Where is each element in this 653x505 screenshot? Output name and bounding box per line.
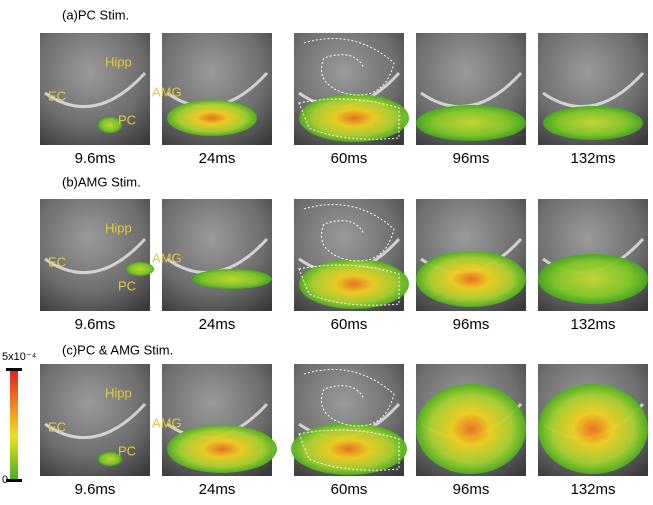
colorbar (10, 370, 18, 480)
time-label: 60ms (331, 150, 368, 167)
region-label: PC (118, 443, 136, 458)
image-panel (538, 33, 648, 145)
region-label: EC (48, 254, 66, 269)
region-label: Hipp (105, 54, 132, 69)
activity (299, 94, 409, 142)
time-label: 60ms (331, 481, 368, 498)
activity (543, 106, 643, 140)
image-panel (294, 199, 409, 311)
image-panel (416, 33, 526, 145)
time-label: 24ms (199, 316, 236, 333)
colorbar-cap (6, 368, 22, 371)
colorbar-min: 0 (2, 474, 8, 486)
time-label: 9.6ms (75, 481, 116, 498)
region-label: PC (118, 112, 136, 127)
region-label: Hipp (105, 385, 132, 400)
activity (416, 251, 526, 307)
figure: 5x10⁻⁴ 0 (a)PC Stim. 9.6ms 24ms 60ms 96ms 132… (0, 0, 653, 500)
time-label: 96ms (453, 316, 490, 333)
row-label: (c)PC & AMG Stim. (62, 342, 173, 357)
time-label: 96ms (453, 150, 490, 167)
image-panel (294, 33, 409, 145)
time-label: 96ms (453, 481, 490, 498)
activity (416, 384, 526, 474)
image-panel (416, 199, 526, 311)
image-panel (538, 364, 648, 476)
activity (192, 269, 272, 289)
time-label: 132ms (570, 316, 615, 333)
activity (538, 384, 648, 474)
region-label: EC (48, 88, 66, 103)
time-label: 60ms (331, 316, 368, 333)
region-label: PC (118, 278, 136, 293)
time-label: 132ms (570, 150, 615, 167)
region-label: AMG (152, 415, 182, 430)
colorbar-cap (6, 479, 22, 482)
time-label: 24ms (199, 481, 236, 498)
activity (167, 100, 257, 136)
activity (291, 423, 407, 475)
region-label: AMG (152, 250, 182, 265)
colorbar-max: 5x10⁻⁴ (2, 351, 37, 363)
image-panel (538, 199, 648, 311)
image-panel (416, 364, 526, 476)
time-label: 9.6ms (75, 316, 116, 333)
region-label: EC (48, 419, 66, 434)
activity (167, 425, 277, 473)
image-panel (291, 364, 407, 476)
activity (416, 105, 526, 141)
time-label: 9.6ms (75, 150, 116, 167)
activity (126, 262, 154, 276)
row-label: (b)AMG Stim. (62, 174, 141, 189)
region-label: AMG (152, 84, 182, 99)
region-label: Hipp (105, 220, 132, 235)
row-label: (a)PC Stim. (62, 7, 129, 22)
activity (538, 254, 648, 304)
time-label: 132ms (570, 481, 615, 498)
time-label: 24ms (199, 150, 236, 167)
